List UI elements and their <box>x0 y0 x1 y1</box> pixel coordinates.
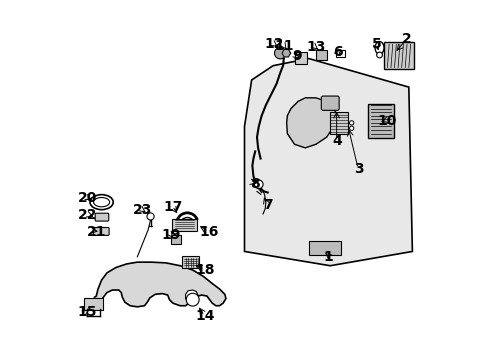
FancyBboxPatch shape <box>172 219 197 231</box>
FancyBboxPatch shape <box>383 42 413 69</box>
Polygon shape <box>286 98 337 148</box>
Circle shape <box>349 126 353 130</box>
Text: 15: 15 <box>78 305 97 319</box>
Text: 8: 8 <box>250 176 260 190</box>
Text: 7: 7 <box>263 198 272 212</box>
Text: 17: 17 <box>163 200 183 214</box>
FancyBboxPatch shape <box>84 298 102 310</box>
Text: 4: 4 <box>332 134 342 148</box>
Text: 10: 10 <box>377 114 396 128</box>
Bar <box>315 50 326 60</box>
Polygon shape <box>94 262 225 307</box>
Text: 6: 6 <box>333 45 342 59</box>
Text: 19: 19 <box>161 228 181 242</box>
FancyBboxPatch shape <box>93 228 109 235</box>
Circle shape <box>376 52 382 58</box>
FancyBboxPatch shape <box>182 256 198 268</box>
Text: 12: 12 <box>264 37 283 50</box>
FancyBboxPatch shape <box>95 213 108 221</box>
Ellipse shape <box>90 195 113 210</box>
Bar <box>329 112 347 134</box>
Text: 21: 21 <box>86 225 106 239</box>
Text: 9: 9 <box>291 49 301 63</box>
Text: 11: 11 <box>274 39 294 53</box>
Text: 13: 13 <box>305 40 325 54</box>
Circle shape <box>147 213 154 220</box>
Polygon shape <box>185 290 198 303</box>
Circle shape <box>254 180 263 189</box>
Text: 2: 2 <box>401 32 411 46</box>
Text: 14: 14 <box>195 310 215 323</box>
Text: 23: 23 <box>133 203 152 217</box>
Circle shape <box>274 48 285 59</box>
Text: 22: 22 <box>78 208 98 222</box>
FancyBboxPatch shape <box>295 52 306 64</box>
Bar <box>335 50 344 57</box>
Text: 1: 1 <box>323 250 333 264</box>
Circle shape <box>186 293 199 306</box>
Text: 3: 3 <box>353 162 363 176</box>
Ellipse shape <box>374 41 383 54</box>
Polygon shape <box>244 59 411 266</box>
FancyBboxPatch shape <box>170 235 181 244</box>
Text: 18: 18 <box>195 263 215 277</box>
Text: 16: 16 <box>199 225 218 239</box>
Bar <box>308 241 340 255</box>
Text: 20: 20 <box>78 191 97 205</box>
Ellipse shape <box>93 198 109 207</box>
Polygon shape <box>282 49 290 57</box>
Text: 5: 5 <box>371 37 381 51</box>
Circle shape <box>349 121 353 125</box>
FancyBboxPatch shape <box>367 104 393 138</box>
FancyBboxPatch shape <box>321 96 339 111</box>
